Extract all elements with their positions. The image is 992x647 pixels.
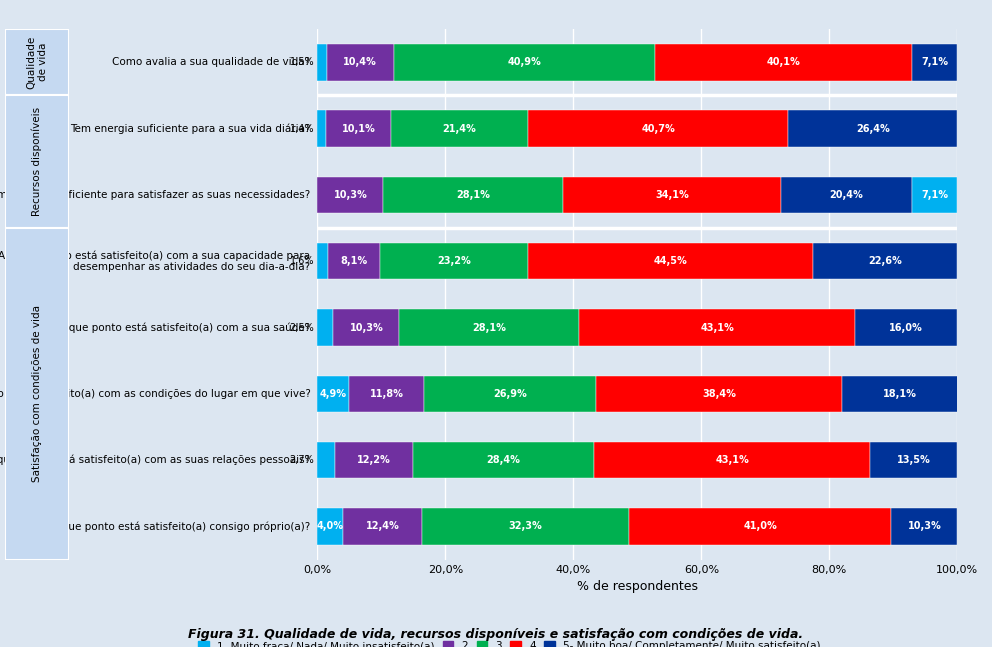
Bar xyxy=(5,228,69,560)
Text: 40,9%: 40,9% xyxy=(508,58,542,67)
Bar xyxy=(912,44,957,80)
Bar xyxy=(317,44,327,80)
Text: 2,5%: 2,5% xyxy=(290,323,314,333)
Text: 40,7%: 40,7% xyxy=(641,124,675,133)
Bar xyxy=(912,177,957,213)
Text: 28,1%: 28,1% xyxy=(472,323,506,333)
Bar xyxy=(327,44,394,80)
Text: 1,4%: 1,4% xyxy=(290,124,314,133)
Text: 32,3%: 32,3% xyxy=(509,521,543,531)
Bar xyxy=(528,243,812,280)
Bar xyxy=(317,442,334,478)
Text: 43,1%: 43,1% xyxy=(715,455,749,465)
Bar xyxy=(5,96,69,228)
Bar xyxy=(380,243,528,280)
Bar xyxy=(383,177,563,213)
Text: 2,7%: 2,7% xyxy=(290,455,314,465)
Text: 38,4%: 38,4% xyxy=(702,389,736,399)
Bar xyxy=(317,177,383,213)
Text: 28,1%: 28,1% xyxy=(456,190,490,200)
Bar xyxy=(425,376,596,412)
Bar xyxy=(327,243,380,280)
Bar xyxy=(594,442,870,478)
Text: 43,1%: 43,1% xyxy=(700,323,734,333)
Bar xyxy=(349,376,425,412)
Bar xyxy=(782,177,912,213)
Text: 26,9%: 26,9% xyxy=(493,389,527,399)
Text: 12,4%: 12,4% xyxy=(366,521,400,531)
Bar xyxy=(394,44,656,80)
Bar xyxy=(789,111,957,147)
Text: 16,0%: 16,0% xyxy=(889,323,923,333)
Legend: 1- Muito fraca/ Nada/ Muito insatisfeito(a), 2, 3, 4, 5- Muito boa/ Completament: 1- Muito fraca/ Nada/ Muito insatisfeito… xyxy=(194,637,824,647)
Bar xyxy=(870,442,956,478)
Bar xyxy=(317,376,349,412)
Text: 40,1%: 40,1% xyxy=(767,58,801,67)
Bar xyxy=(892,509,957,545)
Text: 4,0%: 4,0% xyxy=(316,521,344,531)
Text: 12,2%: 12,2% xyxy=(357,455,391,465)
Text: 18,1%: 18,1% xyxy=(883,389,917,399)
Bar xyxy=(333,309,400,345)
Text: 28,4%: 28,4% xyxy=(487,455,521,465)
Text: 1,6%: 1,6% xyxy=(290,256,314,266)
Bar xyxy=(400,309,579,345)
Bar xyxy=(343,509,423,545)
Text: 10,1%: 10,1% xyxy=(342,124,376,133)
Text: 10,3%: 10,3% xyxy=(349,323,383,333)
Text: 11,8%: 11,8% xyxy=(370,389,404,399)
Bar xyxy=(317,243,327,280)
X-axis label: % de respondentes: % de respondentes xyxy=(577,580,697,593)
Bar xyxy=(5,29,69,96)
Text: 10,3%: 10,3% xyxy=(908,521,941,531)
Text: 44,5%: 44,5% xyxy=(654,256,687,266)
Text: Recursos disponíveis: Recursos disponíveis xyxy=(32,107,43,216)
Bar xyxy=(413,442,594,478)
Text: Figura 31. Qualidade de vida, recursos disponíveis e satisfação com condições de: Figura 31. Qualidade de vida, recursos d… xyxy=(188,628,804,641)
Bar xyxy=(629,509,892,545)
Text: 21,4%: 21,4% xyxy=(442,124,476,133)
Bar xyxy=(317,509,343,545)
Bar xyxy=(423,509,629,545)
Text: Satisfação com condições de vida: Satisfação com condições de vida xyxy=(32,305,43,483)
Bar xyxy=(656,44,912,80)
Text: 26,4%: 26,4% xyxy=(856,124,890,133)
Text: 1,5%: 1,5% xyxy=(290,58,314,67)
Text: 23,2%: 23,2% xyxy=(436,256,470,266)
Bar xyxy=(579,309,855,345)
Text: 20,4%: 20,4% xyxy=(829,190,863,200)
Bar xyxy=(317,111,326,147)
Text: 8,1%: 8,1% xyxy=(340,256,367,266)
Bar xyxy=(596,376,842,412)
Bar xyxy=(317,309,333,345)
Bar xyxy=(842,376,958,412)
Bar xyxy=(334,442,413,478)
Bar xyxy=(812,243,957,280)
Bar xyxy=(326,111,391,147)
Text: 10,3%: 10,3% xyxy=(333,190,367,200)
Bar xyxy=(855,309,957,345)
Bar xyxy=(528,111,789,147)
Bar xyxy=(563,177,782,213)
Bar xyxy=(391,111,528,147)
Text: 41,0%: 41,0% xyxy=(743,521,777,531)
Text: Qualidade
de vida: Qualidade de vida xyxy=(27,36,48,89)
Text: 7,1%: 7,1% xyxy=(921,190,948,200)
Text: 13,5%: 13,5% xyxy=(897,455,930,465)
Text: 34,1%: 34,1% xyxy=(656,190,689,200)
Text: 22,6%: 22,6% xyxy=(868,256,902,266)
Text: 4,9%: 4,9% xyxy=(319,389,346,399)
Text: 10,4%: 10,4% xyxy=(343,58,377,67)
Text: 7,1%: 7,1% xyxy=(921,58,948,67)
